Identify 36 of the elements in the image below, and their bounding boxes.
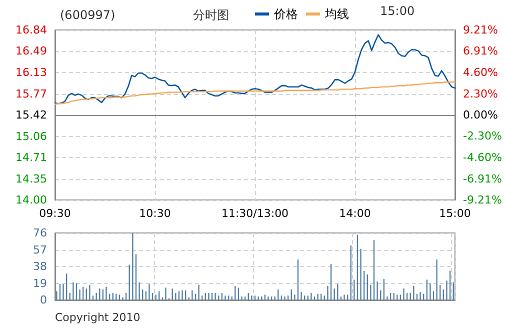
y-tick-label: 76: [33, 226, 47, 240]
y-tick-label: 0: [40, 294, 47, 306]
y2-tick-label: -9.21%: [463, 194, 502, 206]
line-series: [54, 81, 456, 105]
chart-subtitle: (600997): [60, 8, 116, 22]
y-tick-label: 16.49: [16, 44, 47, 58]
x-tick-label: 14:00: [339, 207, 371, 220]
y-tick-label: 38: [33, 260, 47, 273]
y-tick-label: 16.13: [16, 66, 47, 79]
y-tick-label: 14.35: [16, 172, 47, 186]
y-tick-label: 15.42: [16, 108, 47, 122]
x-tick-label: 10:30: [139, 207, 171, 220]
y2-tick-label: 4.60%: [463, 66, 498, 80]
y2-tick-label: 2.30%: [463, 87, 498, 100]
y2-tick-label: -6.91%: [463, 172, 502, 186]
y2-tick-label: 6.91%: [463, 44, 498, 58]
y2-tick-label: -4.60%: [463, 150, 502, 164]
line-series: [54, 34, 456, 104]
y2-tick-label: 9.21%: [463, 24, 498, 36]
text: Copyright 2010: [55, 311, 140, 324]
y-tick-label: 14.00: [16, 194, 47, 206]
y-tick-label: 14.71: [16, 151, 47, 164]
x-tick-label: 09:30: [39, 207, 71, 220]
y-tick-label: 19: [33, 276, 47, 290]
y2-tick-label: 0.00%: [463, 108, 498, 122]
legend-label: 均线: [324, 7, 349, 21]
y-tick-label: 15.77: [16, 88, 47, 101]
y-tick-label: 16.84: [16, 24, 47, 36]
x-tick-label: 11:30/13:00: [221, 207, 289, 220]
y2-tick-label: -2.30%: [463, 130, 502, 143]
text: 15:00: [380, 4, 415, 18]
y-tick-label: 15.06: [16, 130, 47, 144]
x-tick-label: 15:00: [439, 207, 471, 220]
y-tick-label: 57: [33, 243, 47, 256]
chart-title: 分时图: [193, 8, 229, 22]
legend-label: 价格: [273, 7, 298, 21]
